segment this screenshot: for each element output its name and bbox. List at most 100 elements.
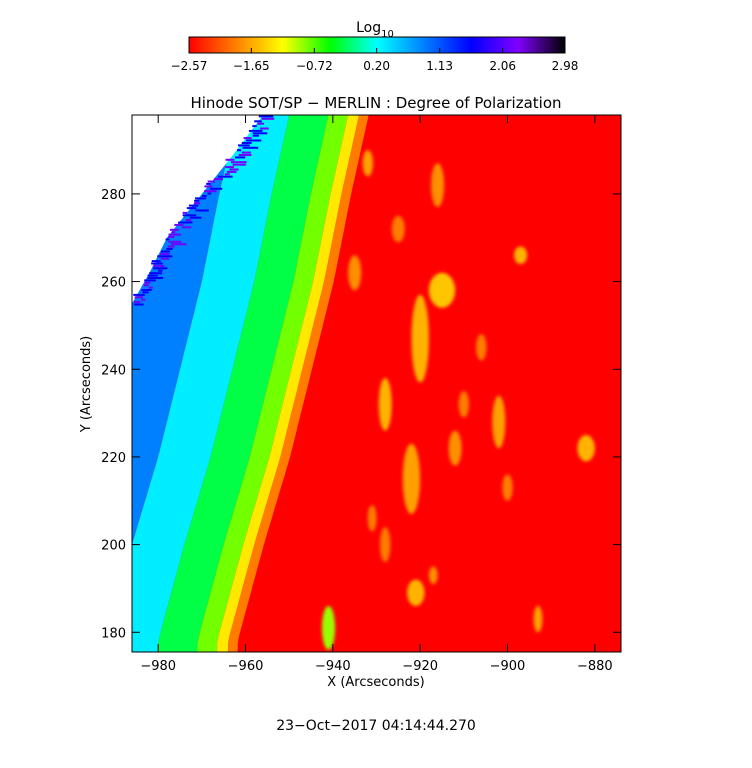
y-tick-label: 280 bbox=[101, 188, 126, 203]
x-tick-label: −940 bbox=[315, 659, 351, 674]
x-axis: −980 −960 −940 −920 −900 −880 bbox=[140, 115, 613, 674]
scan-stripe bbox=[171, 243, 187, 246]
plage-patch bbox=[431, 163, 445, 208]
scan-stripe bbox=[242, 146, 259, 149]
colorbar-tick-label: 1.13 bbox=[426, 59, 453, 73]
scan-stripe bbox=[157, 255, 173, 258]
scan-stripe bbox=[252, 134, 259, 137]
plage-patch bbox=[514, 246, 528, 265]
scan-stripe bbox=[168, 233, 181, 236]
plage-patch bbox=[428, 566, 438, 585]
scan-stripe bbox=[178, 221, 193, 224]
scan-stripe bbox=[202, 195, 207, 197]
x-tick-label: −920 bbox=[402, 659, 438, 674]
plage-patch bbox=[533, 605, 543, 633]
scan-stripe bbox=[204, 190, 217, 193]
y-axis: 180 200 220 240 260 280 bbox=[101, 188, 621, 641]
scan-stripe bbox=[225, 158, 235, 161]
scan-stripe bbox=[165, 238, 170, 241]
scan-stripe bbox=[258, 115, 274, 118]
scan-stripe bbox=[252, 132, 268, 135]
x-tick-label: −960 bbox=[228, 659, 264, 674]
scan-stripe bbox=[167, 245, 175, 248]
scan-stripe bbox=[248, 129, 263, 132]
scan-stripe bbox=[133, 293, 145, 296]
scan-stripe bbox=[193, 202, 201, 205]
colorbar-label: Log10 bbox=[356, 20, 394, 40]
scan-stripe bbox=[231, 161, 247, 164]
scan-stripe bbox=[134, 296, 144, 299]
scan-stripe bbox=[214, 178, 223, 181]
scan-stripe bbox=[207, 180, 215, 183]
plage-patch bbox=[492, 395, 506, 449]
plage-layer bbox=[322, 150, 595, 650]
scan-stripe bbox=[218, 175, 233, 178]
scan-stripe bbox=[143, 284, 149, 287]
colorbar-tick-label: −0.72 bbox=[296, 59, 333, 73]
scan-stripe bbox=[142, 291, 149, 294]
scan-stripe bbox=[260, 127, 269, 130]
scan-stripe bbox=[147, 274, 158, 277]
plage-patch bbox=[411, 294, 429, 383]
scan-stripe bbox=[170, 228, 179, 231]
colorbar-ticks: −2.57 −1.65 −0.72 0.20 1.13 2.06 2.98 bbox=[171, 48, 579, 73]
plage-patch bbox=[407, 579, 425, 606]
scan-stripe bbox=[157, 269, 163, 272]
scan-stripe bbox=[148, 286, 153, 289]
scan-stripe bbox=[252, 125, 257, 128]
x-tick-label: −980 bbox=[140, 659, 176, 674]
plage-patch bbox=[348, 255, 362, 291]
y-tick-label: 260 bbox=[101, 276, 126, 291]
scan-stripe bbox=[195, 197, 207, 200]
observation-timestamp: 23−Oct−2017 04:14:44.270 bbox=[276, 718, 476, 734]
plage-patch bbox=[502, 474, 513, 501]
scan-stripe bbox=[182, 214, 197, 217]
scan-stripe bbox=[147, 277, 164, 279]
scan-stripe bbox=[159, 252, 170, 255]
plage-patch bbox=[380, 527, 391, 563]
x-axis-label: X (Arcseconds) bbox=[327, 675, 424, 690]
x-tick-label: −900 bbox=[490, 659, 526, 674]
scan-stripe bbox=[195, 209, 209, 212]
off-limb-mid-band bbox=[132, 115, 289, 652]
scan-stripe bbox=[134, 303, 144, 306]
x-tick-label: −880 bbox=[577, 659, 613, 674]
scan-stripe bbox=[246, 139, 262, 142]
heatmap-image bbox=[132, 115, 621, 652]
scan-stripe bbox=[225, 166, 234, 169]
scan-stripe bbox=[182, 211, 188, 214]
chart-title: Hinode SOT/SP − MERLIN : Degree of Polar… bbox=[190, 94, 561, 112]
colorbar-tick-label: 2.06 bbox=[489, 59, 516, 73]
scan-stripe bbox=[226, 170, 237, 173]
y-axis-label: Y (Arcseconds) bbox=[79, 336, 94, 433]
scan-stripe bbox=[261, 117, 275, 120]
colorbar-tick-label: −1.65 bbox=[233, 59, 270, 73]
scan-stripe bbox=[144, 279, 156, 282]
plot-frame bbox=[131, 114, 622, 653]
scan-stripe bbox=[188, 204, 199, 207]
scan-stripe bbox=[161, 250, 171, 253]
scan-stripes bbox=[133, 115, 275, 306]
y-tick-label: 200 bbox=[101, 539, 126, 554]
y-tick-label: 240 bbox=[101, 363, 126, 378]
scan-stripe bbox=[235, 156, 246, 159]
plage-patch bbox=[448, 430, 462, 466]
y-tick-label: 220 bbox=[101, 451, 126, 466]
scan-stripe bbox=[238, 154, 252, 156]
plage-patch bbox=[428, 272, 456, 308]
scan-stripe bbox=[168, 240, 182, 243]
scan-stripe bbox=[232, 163, 246, 166]
colorbar-tick-label: 2.98 bbox=[552, 59, 579, 73]
colorbar: Log10 −2.57 −1.65 −0.72 0.20 1.13 2.06 2.98 bbox=[171, 20, 579, 73]
scan-stripe bbox=[194, 199, 200, 202]
plage-patch bbox=[391, 215, 405, 243]
limb-band bbox=[217, 115, 359, 652]
scan-stripe bbox=[241, 142, 252, 144]
plage-patch bbox=[577, 435, 595, 462]
colorbar-tick-label: −2.57 bbox=[171, 59, 208, 73]
scan-stripe bbox=[153, 267, 168, 270]
plage-patch bbox=[476, 334, 487, 361]
scan-stripe bbox=[141, 298, 146, 301]
limb-layer bbox=[132, 115, 369, 652]
